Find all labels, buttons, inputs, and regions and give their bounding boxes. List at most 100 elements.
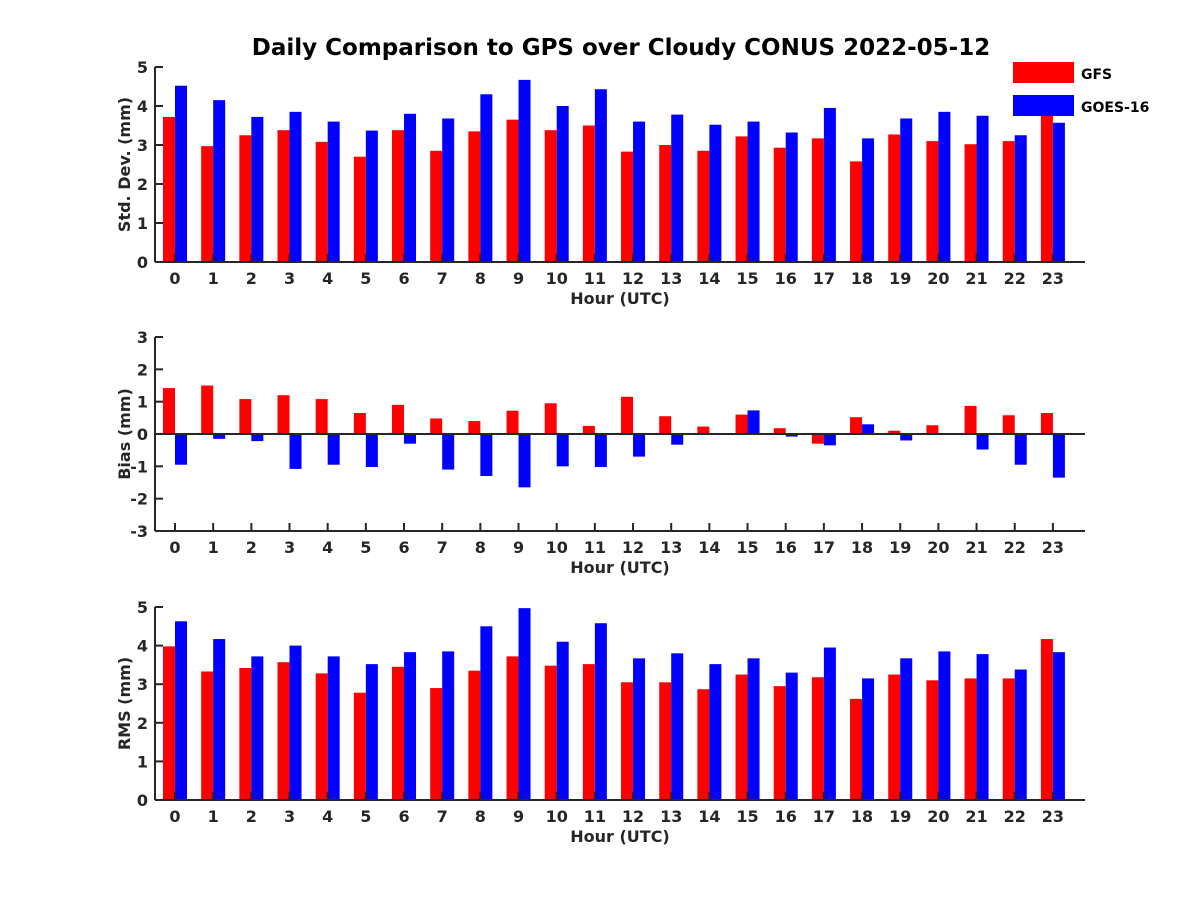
bar-rms-gfs-4 [315,673,328,800]
bar-rms-gfs-18 [850,698,863,800]
bar-rms-gfs-12 [621,682,634,800]
bar-rms-goes16-9 [518,608,531,800]
rms-x-tick-label: 8 [475,807,486,826]
bar-std-dev-gfs-8 [468,131,481,262]
bar-rms-goes16-21 [976,654,989,800]
rms-x-tick-label: 3 [284,807,295,826]
bar-bias-gfs-19 [888,430,901,434]
bar-rms-gfs-13 [659,682,672,800]
bar-std-dev-goes16-10 [556,106,569,262]
std-dev-x-tick-label: 4 [322,269,333,288]
bar-std-dev-gfs-21 [964,144,977,262]
bar-std-dev-goes16-16 [785,132,798,262]
bar-rms-gfs-23 [1040,639,1053,800]
std-dev-x-tick-label: 16 [775,269,797,288]
bar-rms-goes16-19 [900,658,913,800]
bar-rms-goes16-5 [365,664,378,800]
bias-x-tick-label: 1 [208,538,219,557]
bar-std-dev-gfs-5 [353,156,366,262]
bar-bias-gfs-20 [926,425,939,434]
bar-bias-gfs-14 [697,426,710,434]
bias-y-tick-label: 0 [137,425,148,444]
rms-x-tick-label: 2 [246,807,257,826]
bias-x-tick-label: 8 [475,538,486,557]
std-dev-x-tick-label: 8 [475,269,486,288]
bias-y-tick-label: -3 [130,522,148,541]
bar-bias-goes16-13 [671,434,684,445]
bias-x-axis-label: Hour (UTC) [570,558,670,577]
rms-x-tick-label: 19 [889,807,911,826]
bar-std-dev-gfs-13 [659,145,672,262]
bar-rms-gfs-10 [544,665,557,800]
bar-bias-goes16-2 [251,434,264,442]
bar-rms-goes16-4 [327,656,340,800]
rms-x-tick-label: 21 [965,807,987,826]
bar-std-dev-goes16-12 [633,121,646,262]
std-dev-y-axis-label: Std. Dev. (mm) [115,97,134,232]
bar-rms-goes16-7 [442,651,455,800]
bar-std-dev-goes16-23 [1052,122,1065,263]
rms-x-tick-label: 22 [1004,807,1026,826]
std-dev-x-tick-label: 20 [927,269,949,288]
bar-bias-gfs-12 [621,396,634,434]
std-dev-x-tick-label: 10 [546,269,568,288]
bar-std-dev-goes16-3 [289,111,302,262]
bar-rms-goes16-10 [556,641,569,800]
rms-x-tick-label: 9 [513,807,524,826]
bar-rms-goes16-22 [1014,669,1027,800]
std-dev-x-tick-label: 13 [660,269,682,288]
bar-std-dev-goes16-21 [976,115,989,262]
std-dev-x-tick-label: 0 [169,269,180,288]
legend-label-gfs: GFS [1081,67,1112,83]
rms-y-tick-label: 4 [137,637,148,656]
std-dev-y-tick-label: 4 [137,97,148,116]
bar-std-dev-goes16-13 [671,114,684,262]
bar-bias-goes16-5 [365,434,378,467]
bar-std-dev-gfs-10 [544,130,557,262]
legend-swatch-goes16 [1013,95,1074,116]
rms-x-tick-label: 12 [622,807,644,826]
bias-y-tick-label: -1 [130,457,148,476]
bar-std-dev-gfs-7 [430,150,443,262]
bar-std-dev-goes16-22 [1014,135,1027,262]
bar-bias-goes16-17 [823,434,836,446]
bar-std-dev-gfs-0 [163,116,175,262]
bias-x-tick-label: 13 [660,538,682,557]
bias-x-tick-label: 22 [1004,538,1026,557]
bar-bias-goes16-3 [289,434,302,469]
bar-std-dev-goes16-1 [213,100,226,263]
bar-bias-gfs-2 [239,399,252,434]
bias-x-tick-label: 16 [775,538,797,557]
std-dev-y-tick-label: 2 [137,175,148,194]
bar-std-dev-goes16-11 [594,89,607,262]
std-dev-x-tick-label: 14 [698,269,720,288]
bar-rms-goes16-8 [480,626,493,800]
bias-x-tick-label: 10 [546,538,568,557]
std-dev-x-tick-label: 11 [584,269,606,288]
bar-std-dev-gfs-19 [888,134,901,262]
bar-bias-gfs-0 [163,388,175,434]
bar-std-dev-gfs-4 [315,141,328,262]
rms-x-tick-label: 11 [584,807,606,826]
bar-rms-gfs-20 [926,680,939,800]
rms-x-axis-label: Hour (UTC) [570,827,670,846]
bar-bias-goes16-22 [1014,434,1027,465]
bar-rms-gfs-22 [1002,678,1015,800]
std-dev-x-tick-label: 9 [513,269,524,288]
std-dev-x-tick-label: 19 [889,269,911,288]
bar-bias-gfs-7 [430,418,443,434]
bar-bias-gfs-9 [506,410,519,434]
rms-x-tick-label: 1 [208,807,219,826]
rms-y-tick-label: 2 [137,714,148,733]
bar-rms-gfs-16 [773,686,786,800]
bar-std-dev-goes16-7 [442,118,455,262]
bar-rms-gfs-5 [353,692,366,800]
rms-y-tick-label: 3 [137,675,148,694]
std-dev-x-tick-label: 23 [1042,269,1064,288]
bias-x-tick-label: 21 [965,538,987,557]
bar-bias-gfs-8 [468,421,481,434]
bias-y-tick-label: 1 [137,393,148,412]
bar-bias-gfs-3 [277,395,290,434]
bar-bias-goes16-8 [480,434,493,477]
